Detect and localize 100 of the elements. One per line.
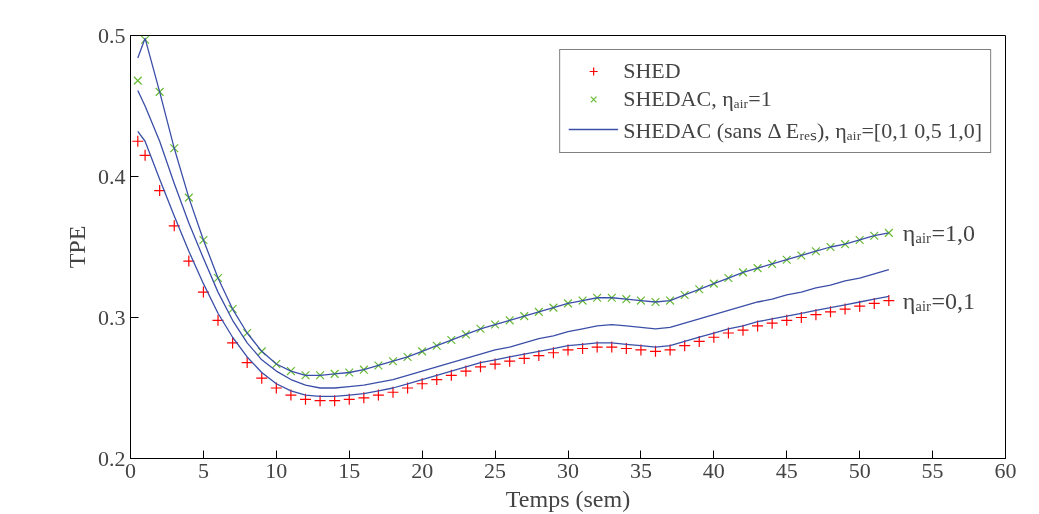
y-tick-label: 0.4: [98, 163, 126, 189]
point: [131, 135, 144, 148]
point: [372, 388, 385, 402]
x-tick-label: 35: [629, 457, 652, 483]
point: [446, 335, 456, 345]
point: [344, 368, 354, 377]
point: [476, 324, 485, 334]
point: [738, 267, 748, 277]
point: [461, 329, 471, 339]
point: [155, 87, 165, 97]
point: [226, 336, 239, 349]
point: [213, 273, 223, 283]
point: [563, 298, 573, 308]
legend-label: SHEDAC, ηₐᵢᵣ=1: [623, 86, 772, 112]
legend-label: SHED: [623, 58, 681, 84]
point: [388, 356, 398, 366]
point: [723, 273, 733, 283]
point: [782, 255, 792, 265]
x-axis-title: Temps (sem): [505, 485, 631, 512]
x-tick-label: 55: [921, 457, 944, 483]
point: [592, 293, 602, 303]
point: [796, 250, 806, 260]
point: [838, 302, 852, 316]
point: [241, 356, 254, 369]
point: [548, 303, 558, 313]
point: [607, 293, 617, 303]
point: [680, 290, 690, 300]
x-tick-label: 40: [702, 457, 725, 483]
point: [401, 381, 414, 395]
point: [753, 263, 763, 273]
point: [138, 149, 152, 162]
point: [417, 346, 427, 356]
point: [634, 343, 648, 357]
point: [286, 366, 296, 376]
annotation: ηₐᵢᵣ=1,0: [902, 219, 975, 246]
x-tick-label: 20: [411, 457, 434, 483]
x-tick-label: 0: [125, 457, 136, 483]
point: [182, 255, 195, 268]
point: [474, 360, 487, 373]
point: [620, 342, 633, 355]
point: [840, 239, 850, 249]
point: [824, 305, 837, 318]
point: [403, 352, 413, 362]
point: [198, 235, 208, 245]
point: [328, 394, 341, 407]
point: [694, 284, 704, 294]
x-tick-label: 5: [197, 457, 209, 483]
point: [505, 315, 515, 325]
point: [811, 246, 821, 256]
point: [488, 357, 502, 371]
point: [751, 319, 764, 333]
x-tick-label: 15: [338, 457, 361, 483]
y-axis-title: TPE: [64, 225, 90, 269]
point: [663, 343, 677, 357]
x-tick-label: 45: [775, 457, 798, 483]
point: [826, 242, 835, 252]
x-tick-label: 50: [848, 457, 871, 483]
x-tick-label: 10: [265, 457, 288, 483]
point: [678, 339, 691, 352]
point: [651, 297, 660, 307]
legend-label: SHEDAC (sans Δ Eᵣₑₛ), ηₐᵢᵣ=[0,1 0,5 1,0]: [623, 117, 982, 144]
point: [709, 279, 719, 289]
point: [373, 360, 383, 370]
point: [168, 219, 181, 232]
point: [532, 349, 545, 362]
point: [228, 304, 238, 314]
point: [809, 308, 823, 321]
point: [432, 341, 442, 351]
point: [767, 259, 777, 269]
point: [330, 369, 340, 379]
point: [315, 370, 325, 380]
point: [621, 294, 631, 304]
point: [561, 343, 575, 357]
y-tick-label: 0.5: [98, 22, 126, 48]
annotation: ηₐᵢᵣ=0,1: [902, 287, 975, 314]
point: [430, 373, 443, 386]
point: [169, 143, 179, 153]
y-tick-label: 0.3: [98, 304, 126, 330]
point: [197, 286, 210, 299]
point: [133, 76, 143, 86]
point: [578, 296, 588, 306]
point: [301, 370, 310, 380]
point: [242, 328, 252, 338]
x-tick-label: 60: [994, 457, 1017, 483]
x-tick-label: 30: [557, 457, 579, 483]
point: [359, 365, 369, 375]
point: [357, 391, 370, 404]
point: [884, 228, 894, 238]
point: [255, 372, 268, 385]
point: [211, 314, 225, 327]
point: [490, 320, 500, 330]
point: [636, 296, 646, 306]
point: [313, 394, 327, 407]
point: [869, 231, 879, 241]
point: [184, 193, 194, 203]
point: [576, 342, 589, 355]
point: [795, 311, 808, 324]
point: [534, 307, 544, 317]
point: [459, 364, 473, 378]
point: [736, 324, 750, 337]
